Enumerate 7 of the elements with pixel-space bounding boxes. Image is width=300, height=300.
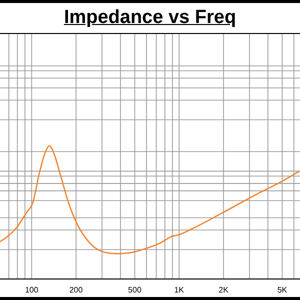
x-tick-label: 500 <box>128 286 142 295</box>
x-tick-label: 5K <box>277 286 288 295</box>
x-tick-label: 2K <box>218 286 230 295</box>
x-tick-label: 100 <box>24 286 39 295</box>
chart-title: Impedance vs Freq <box>0 3 300 34</box>
x-tick-label: 200 <box>69 286 84 295</box>
x-tick-label: 1K <box>174 286 185 295</box>
